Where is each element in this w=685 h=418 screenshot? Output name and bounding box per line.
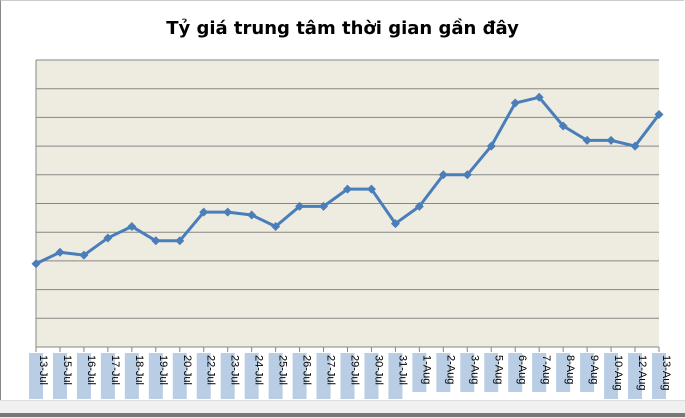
- data-point: [534, 92, 544, 102]
- data-point: [151, 236, 161, 246]
- data-point: [175, 236, 185, 246]
- x-tick-label-bg: [652, 353, 666, 399]
- x-tick-label: 5-Aug: [492, 355, 504, 384]
- x-tick-label-bg: [388, 353, 403, 399]
- x-tick-label: 13-Jul: [37, 355, 49, 385]
- x-tick-label-bg: [484, 353, 499, 392]
- x-tick-label: 1-Aug: [420, 355, 432, 384]
- x-tick-label: 29-Jul: [349, 355, 361, 385]
- x-tick-label: 24-Jul: [253, 355, 265, 385]
- x-tick-label-bg: [580, 353, 595, 392]
- data-point: [271, 221, 281, 231]
- x-tick-label-bg: [604, 353, 619, 399]
- data-point: [510, 98, 520, 108]
- x-tick-label: 13-Aug: [660, 355, 672, 390]
- x-tick-label-bg: [172, 353, 187, 399]
- data-point: [366, 184, 376, 194]
- data-point: [486, 141, 496, 151]
- data-point: [79, 250, 89, 260]
- x-tick-label-bg: [76, 353, 91, 399]
- x-tick-label-bg: [460, 353, 475, 392]
- x-tick-label: 30-Jul: [372, 355, 384, 385]
- x-tick-label: 20-Jul: [181, 355, 193, 385]
- x-tick-label: 25-Jul: [277, 355, 289, 385]
- data-point: [654, 110, 664, 120]
- x-tick-label: 17-Jul: [109, 355, 121, 385]
- chart-title: Tỷ giá trung tâm thời gian gần đây: [166, 18, 519, 39]
- data-point: [103, 233, 113, 243]
- x-tick-label-bg: [292, 353, 307, 399]
- x-tick-label-bg: [100, 353, 115, 399]
- x-tick-label-bg: [556, 353, 571, 392]
- data-point: [438, 170, 448, 180]
- x-tick-label-bg: [29, 353, 43, 399]
- data-point: [414, 201, 424, 211]
- data-point: [127, 221, 137, 231]
- x-tick-label-bg: [124, 353, 139, 399]
- data-point: [55, 247, 65, 257]
- data-point: [462, 170, 472, 180]
- x-tick-label-bg: [52, 353, 67, 399]
- x-tick-label-bg: [148, 353, 163, 399]
- x-tick-label: 8-Aug: [564, 355, 576, 384]
- data-point: [582, 135, 592, 145]
- data-point: [606, 135, 616, 145]
- x-tick-label: 3-Aug: [468, 355, 480, 384]
- data-point: [223, 207, 233, 217]
- data-point: [31, 259, 41, 269]
- x-tick-label: 19-Jul: [157, 355, 169, 385]
- x-tick-label-bg: [316, 353, 331, 399]
- x-tick-label-bg: [220, 353, 235, 399]
- data-point: [247, 210, 257, 220]
- x-tick-label: 15-Jul: [61, 355, 73, 385]
- x-tick-label-bg: [244, 353, 259, 399]
- x-tick-label: 26-Jul: [301, 355, 313, 385]
- x-tick-label: 27-Jul: [325, 355, 337, 385]
- x-tick-label: 23-Jul: [229, 355, 241, 385]
- x-tick-label: 7-Aug: [540, 355, 552, 384]
- x-tick-label: 10-Aug: [612, 355, 624, 390]
- x-tick-label-bg: [340, 353, 355, 399]
- x-tick-label: 31-Jul: [396, 355, 408, 385]
- x-tick-label-bg: [412, 353, 427, 392]
- data-point: [558, 121, 568, 131]
- x-tick-label: 12-Aug: [636, 355, 648, 390]
- data-point: [343, 184, 352, 194]
- data-point: [390, 219, 400, 229]
- data-point: [199, 207, 209, 217]
- x-tick-label: 2-Aug: [444, 355, 456, 384]
- x-tick-label: 6-Aug: [516, 355, 528, 384]
- x-tick-label-bg: [364, 353, 379, 399]
- x-tick-label-bg: [508, 353, 523, 392]
- x-tick-label: 9-Aug: [588, 355, 600, 384]
- x-tick-label-bg: [436, 353, 451, 392]
- x-tick-label-bg: [628, 353, 643, 399]
- data-point: [295, 201, 305, 211]
- window-border: [0, 413, 685, 417]
- x-tick-label-bg: [196, 353, 211, 399]
- x-tick-label: 18-Jul: [133, 355, 145, 385]
- data-point: [319, 201, 329, 211]
- chart-frame: [0, 0, 684, 401]
- x-tick-label-bg: [268, 353, 283, 399]
- data-point: [630, 141, 640, 151]
- x-tick-label-bg: [532, 353, 547, 392]
- x-tick-label: 22-Jul: [205, 355, 217, 385]
- x-tick-label: 16-Jul: [85, 355, 97, 385]
